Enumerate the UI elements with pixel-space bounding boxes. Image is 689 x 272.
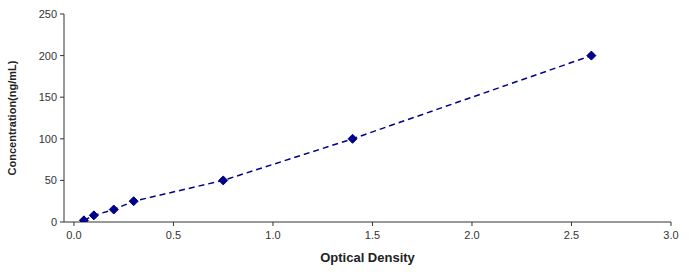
axes: 0.0 0.5 1.0 1.5 2.0 2.5 3.0 0 50 100 150 200 250 [39, 8, 679, 241]
x-tick [471, 222, 472, 226]
x-tick [173, 222, 174, 226]
y-axis-line [64, 14, 65, 222]
y-tick [60, 138, 64, 139]
plot-area [79, 51, 595, 222]
x-tick-label: 0.5 [166, 229, 181, 241]
data-point [348, 134, 357, 143]
y-tick [60, 180, 64, 181]
y-tick-label: 150 [39, 91, 57, 103]
data-point [219, 176, 228, 185]
x-tick [73, 222, 74, 226]
y-tick [60, 55, 64, 56]
y-tick [60, 97, 64, 98]
y-tick-label: 50 [45, 174, 57, 186]
x-tick-label: 2.0 [464, 229, 479, 241]
y-tick-label: 250 [39, 8, 57, 20]
x-tick-label: 1.0 [265, 229, 280, 241]
x-tick [671, 222, 672, 226]
x-tick [571, 222, 572, 226]
x-axis-label: Optical Density [320, 250, 415, 265]
y-tick-label: 200 [39, 50, 57, 62]
y-axis-label: Concentration(ng/mL) [6, 60, 18, 175]
data-line [84, 56, 591, 221]
y-tick-label: 0 [51, 216, 57, 228]
x-tick-label: 2.5 [564, 229, 579, 241]
data-point [109, 205, 118, 214]
y-tick-label: 100 [39, 133, 57, 145]
x-tick-label: 0.0 [66, 229, 81, 241]
data-point [587, 51, 596, 60]
x-axis-line [64, 222, 671, 223]
y-tick [60, 222, 64, 223]
x-tick [372, 222, 373, 226]
x-tick [272, 222, 273, 226]
y-tick [60, 14, 64, 15]
x-tick-label: 1.5 [365, 229, 380, 241]
data-point [129, 197, 138, 206]
background [0, 0, 689, 272]
data-point [79, 216, 88, 222]
chart: 0.0 0.5 1.0 1.5 2.0 2.5 3.0 0 50 100 150 200 250 Opti… [0, 0, 689, 272]
x-tick-label: 3.0 [663, 229, 678, 241]
data-point [89, 211, 98, 220]
